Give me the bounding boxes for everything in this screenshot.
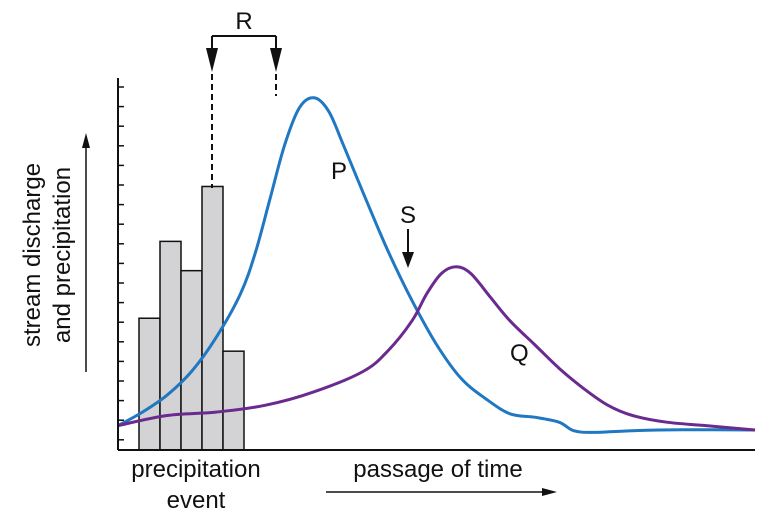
series-line-q xyxy=(117,265,756,432)
precipitation-bar xyxy=(222,350,245,451)
series-label-p: P xyxy=(331,158,347,185)
event-label-line2: event xyxy=(167,487,226,514)
lag-label: R xyxy=(235,8,252,35)
precipitation-bar xyxy=(138,317,161,451)
precipitation-bar xyxy=(159,240,182,451)
series-label-q: Q xyxy=(510,340,529,367)
peak-arrow-head xyxy=(402,252,414,268)
peak-label: S xyxy=(400,202,416,229)
lag-arrow-left xyxy=(206,48,218,72)
x-direction-arrowhead xyxy=(542,488,557,496)
y-axis-label-line1: stream discharge xyxy=(19,163,46,347)
series-line-p xyxy=(117,96,756,434)
lag-arrow-right xyxy=(270,48,282,72)
event-label-line1: precipitation xyxy=(131,456,260,483)
discharge-curves xyxy=(117,96,756,434)
lag-bracket xyxy=(211,35,277,48)
y-direction-arrowhead xyxy=(82,133,90,148)
x-axis-label: passage of time xyxy=(353,456,522,483)
y-axis-label-line2: and precipitation xyxy=(49,167,76,343)
